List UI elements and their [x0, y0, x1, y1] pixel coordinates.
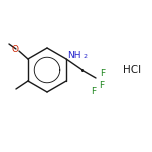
Text: NH: NH: [67, 50, 81, 59]
Text: O: O: [12, 45, 19, 55]
Text: HCl: HCl: [123, 65, 141, 75]
Text: F: F: [99, 81, 105, 90]
Text: 2: 2: [83, 55, 88, 59]
Text: F: F: [92, 86, 97, 95]
Text: F: F: [100, 69, 105, 78]
